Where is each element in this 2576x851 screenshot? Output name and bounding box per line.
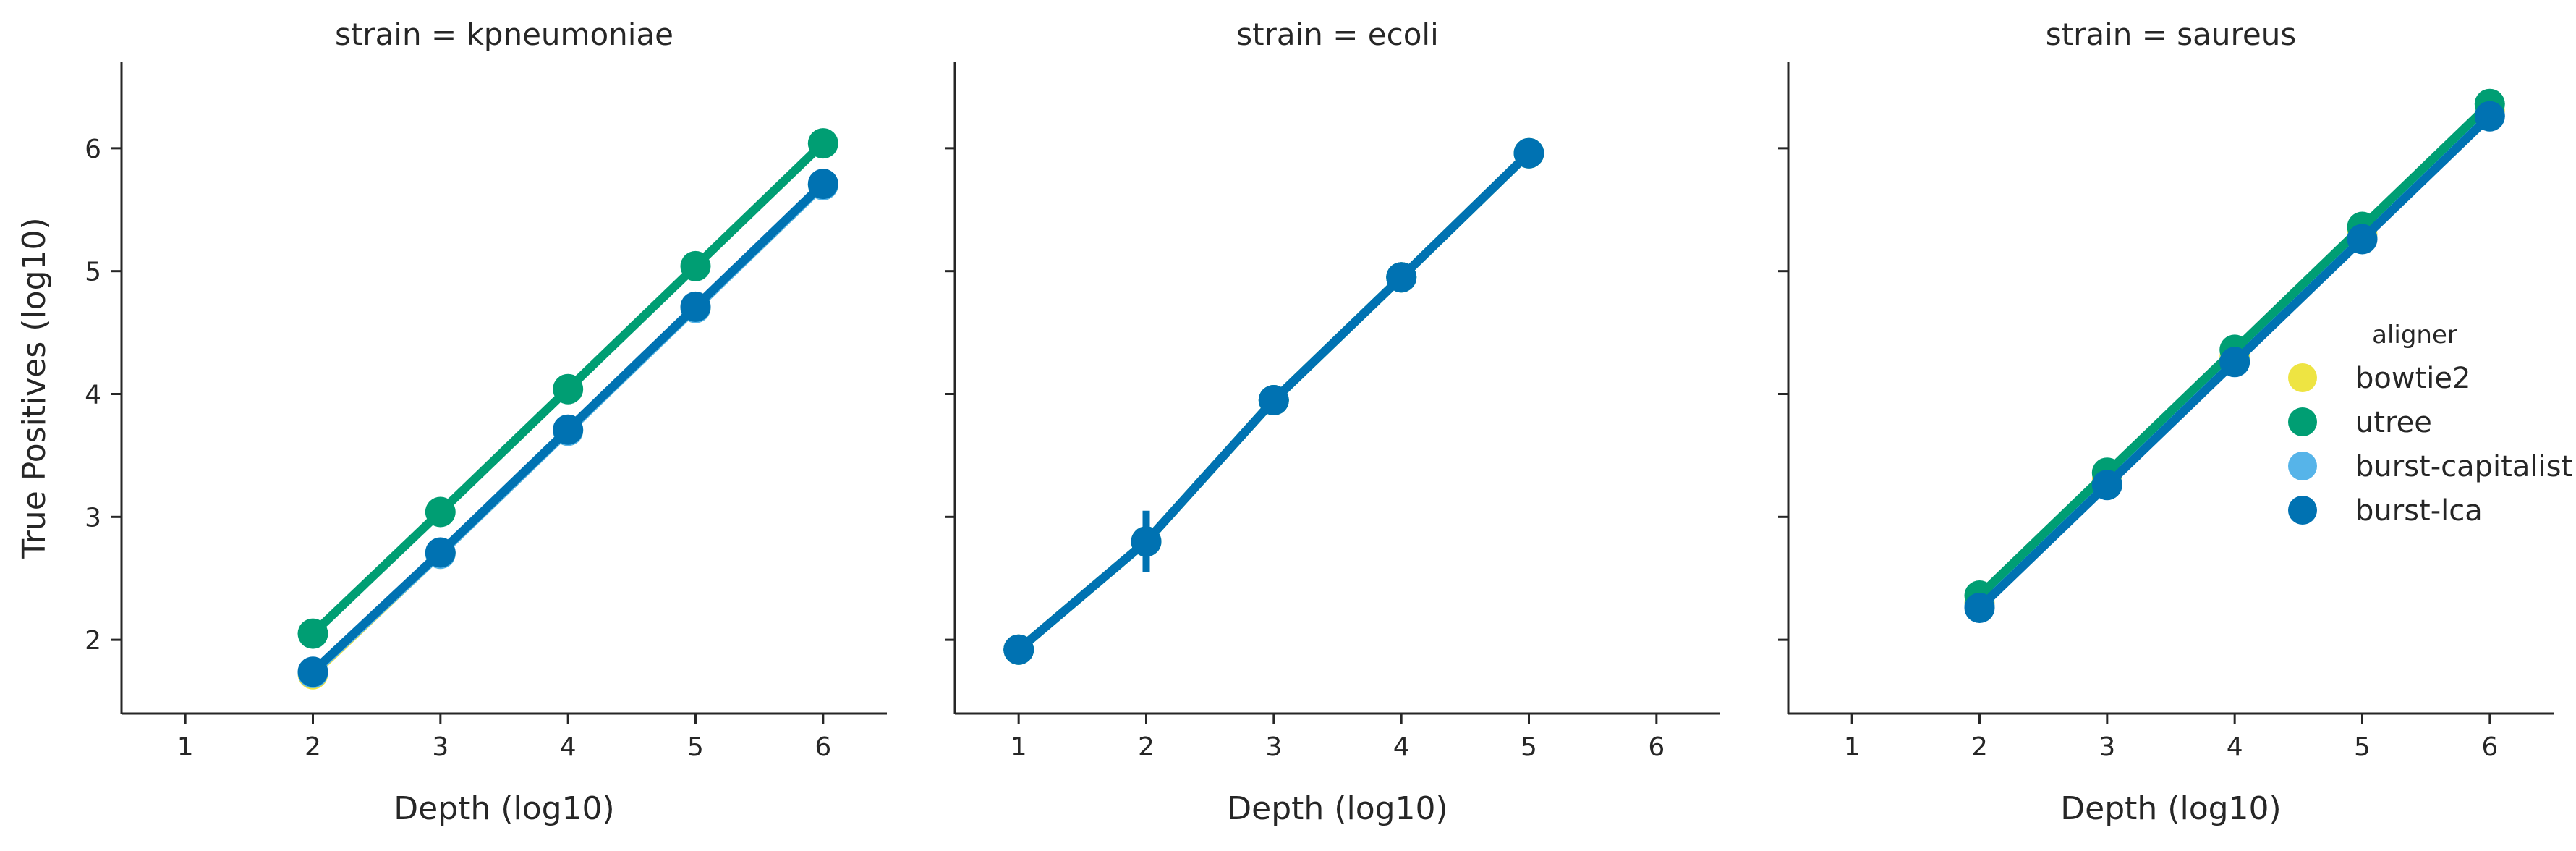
x-tick-label: 6	[815, 732, 831, 762]
x-tick-label: 4	[560, 732, 577, 762]
x-tick-label: 2	[1971, 732, 1988, 762]
panel-title: strain = saureus	[2046, 17, 2296, 52]
y-tick-label: 4	[85, 380, 101, 410]
panel-3: strain = saureus 1 2 3 4 5 6 Depth (log10)	[1778, 17, 2554, 827]
y-tick-label: 2	[85, 626, 101, 656]
legend-label: burst-capitalist	[2355, 450, 2572, 483]
data-point	[1258, 385, 1289, 415]
data-point	[1964, 593, 1995, 623]
y-tick-label: 3	[85, 503, 101, 533]
data-point	[2219, 347, 2250, 378]
legend-label: burst-lca	[2355, 494, 2483, 528]
x-axis-title: Depth (log10)	[1227, 790, 1448, 827]
x-tick-label: 1	[1844, 732, 1861, 762]
data-point	[1131, 526, 1162, 557]
legend: aligner bowtie2 utree burst-capitalist burst…	[2288, 321, 2572, 528]
data-point	[425, 537, 456, 568]
data-point	[1386, 262, 1417, 293]
data-point	[807, 169, 838, 200]
data-point	[297, 656, 328, 687]
data-point	[2091, 470, 2122, 501]
legend-title: aligner	[2372, 321, 2457, 350]
x-tick-label: 3	[432, 732, 449, 762]
data-point	[1513, 137, 1544, 169]
series-burst-lca	[297, 169, 838, 687]
data-point	[553, 373, 584, 405]
x-tick-label: 5	[687, 732, 704, 762]
x-axis-title: Depth (log10)	[394, 790, 614, 827]
x-tick-label: 5	[2354, 732, 2371, 762]
y-tick-label: 6	[85, 135, 101, 164]
x-tick-label: 2	[1138, 732, 1155, 762]
y-tick-label: 5	[85, 258, 101, 287]
series-utree	[297, 128, 838, 649]
data-point	[680, 291, 711, 322]
legend-marker	[2288, 496, 2317, 525]
panel-2: strain = ecoli 1 2 3 4 5 6 Depth (log10)	[945, 17, 1720, 827]
data-point	[2347, 224, 2378, 255]
x-tick-label: 6	[1648, 732, 1665, 762]
x-axis-title: Depth (log10)	[2060, 790, 2281, 827]
legend-label: utree	[2355, 406, 2432, 439]
x-tick-label: 4	[1393, 732, 1410, 762]
panel-title: strain = ecoli	[1236, 17, 1439, 52]
x-tick-label: 3	[2099, 732, 2115, 762]
x-tick-label: 1	[1011, 732, 1027, 762]
x-tick-label: 5	[1521, 732, 1537, 762]
x-tick-label: 1	[177, 732, 194, 762]
x-tick-label: 6	[2481, 732, 2498, 762]
legend-marker	[2288, 363, 2317, 392]
data-point	[2474, 101, 2505, 132]
y-axis-title: True Positives (log10)	[16, 217, 53, 559]
data-point	[425, 496, 456, 528]
legend-marker	[2288, 407, 2317, 436]
legend-label: bowtie2	[2355, 362, 2470, 395]
panel-1: strain = kpneumoniae 1 2 3 4 5 6 2 3 4 5 6 Depth (lo…	[85, 17, 887, 827]
data-point	[807, 128, 838, 159]
x-tick-label: 3	[1265, 732, 1282, 762]
data-point	[1003, 634, 1034, 665]
x-tick-label: 2	[305, 732, 321, 762]
data-point	[297, 618, 328, 649]
panel-title: strain = kpneumoniae	[335, 17, 673, 52]
data-point	[553, 414, 584, 445]
x-tick-label: 4	[2227, 732, 2243, 762]
series-burst-lca	[1003, 137, 1544, 665]
legend-marker	[2288, 452, 2317, 480]
data-point	[680, 250, 711, 281]
series-burst-lca	[1964, 101, 2505, 623]
